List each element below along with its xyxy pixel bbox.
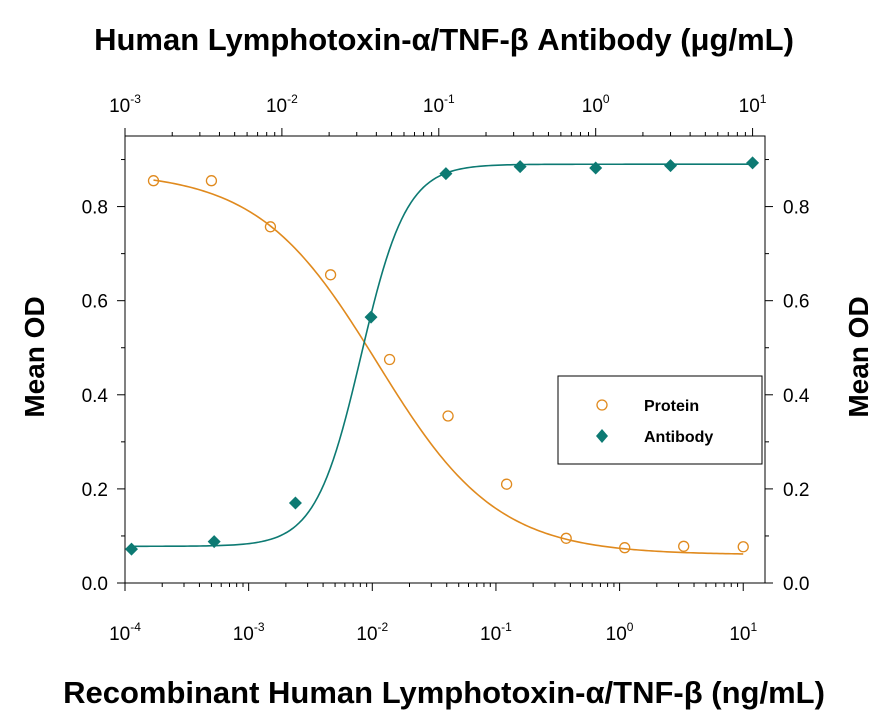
tick-label-exponent: 1 (760, 92, 767, 106)
antibody-point (288, 496, 302, 510)
tick-label-exponent: -1 (444, 92, 455, 106)
tick-label-exponent: 0 (603, 92, 610, 106)
antibody-point (207, 535, 221, 549)
tick-label-exponent: -2 (378, 620, 389, 634)
right-y-tick-label: 0.6 (783, 292, 809, 313)
tick-label-base: 10 (729, 624, 750, 645)
protein-point (560, 532, 572, 544)
top-x-tick-label: 10-2 (266, 92, 298, 117)
protein-point (147, 175, 160, 187)
tick-label-base: 10 (480, 624, 501, 645)
antibody-point (439, 167, 453, 181)
tick-label-exponent: -2 (287, 92, 298, 106)
right-y-tick-label: 0.2 (783, 480, 809, 501)
legend: Protein Antibody (557, 375, 763, 465)
protein-point (205, 175, 218, 187)
top-x-tick-label: 10-3 (109, 92, 141, 117)
bottom-x-tick-label: 10-1 (480, 620, 512, 645)
left-y-tick-label: 0.8 (82, 198, 108, 219)
protein-point (383, 353, 396, 366)
bottom-x-tick-label: 10-3 (233, 620, 265, 645)
protein-point (442, 410, 454, 422)
bottom-x-tick-label: 100 (606, 620, 634, 645)
left-y-tick-label: 0.4 (82, 386, 109, 407)
tick-label-base: 10 (739, 96, 760, 117)
right-y-tick-label: 0.8 (783, 198, 809, 219)
antibody-fit-curve (131, 163, 753, 548)
protein-point (264, 221, 277, 233)
legend-antibody-marker (596, 429, 608, 443)
data-points (124, 156, 760, 556)
legend-protein-label: Protein (644, 398, 699, 415)
tick-label-base: 10 (356, 624, 377, 645)
tick-label-base: 10 (109, 96, 130, 117)
antibody-point (513, 160, 527, 174)
tick-label-exponent: -3 (130, 92, 141, 106)
protein-point (737, 541, 749, 553)
legend-antibody-label: Antibody (644, 429, 713, 446)
fit-curves (131, 163, 753, 555)
protein-point (324, 269, 337, 281)
plot-frame (124, 135, 766, 584)
antibody-point (589, 161, 603, 175)
antibody-point (124, 542, 138, 556)
tick-label-exponent: 0 (627, 620, 634, 634)
bottom-x-tick-label: 10-2 (356, 620, 388, 645)
legend-box (557, 375, 763, 465)
protein-point (678, 540, 690, 552)
top-x-tick-label: 100 (582, 92, 610, 117)
tick-label-base: 10 (582, 96, 603, 117)
protein-point (619, 542, 631, 554)
top-axis-title: Human Lymphotoxin-α/TNF-β Antibody (μg/m… (94, 22, 794, 57)
antibody-point (664, 159, 678, 173)
antibody-point (364, 310, 378, 324)
tick-label-base: 10 (423, 96, 444, 117)
right-y-tick-label: 0.4 (783, 386, 810, 407)
tick-label-exponent: -1 (501, 620, 512, 634)
tick-label-exponent: -4 (130, 620, 141, 634)
right-y-tick-label: 0.0 (783, 574, 809, 595)
tick-label-base: 10 (266, 96, 287, 117)
protein-point (500, 478, 513, 490)
top-x-tick-label: 101 (739, 92, 767, 117)
protein-fit-curve (153, 179, 744, 555)
right-y-axis-title: Mean OD (843, 296, 874, 417)
antibody-point (746, 156, 760, 170)
left-y-tick-label: 0.2 (82, 480, 108, 501)
tick-label-base: 10 (233, 624, 254, 645)
left-y-tick-label: 0.0 (82, 574, 108, 595)
bottom-x-tick-label: 101 (729, 620, 757, 645)
bottom-x-tick-label: 10-4 (109, 620, 141, 645)
legend-protein-marker (596, 399, 608, 411)
left-y-axis-title: Mean OD (19, 296, 50, 417)
left-y-tick-label: 0.6 (82, 292, 108, 313)
tick-label-exponent: 1 (750, 620, 757, 634)
top-x-tick-label: 10-1 (423, 92, 455, 117)
tick-label-exponent: -3 (254, 620, 265, 634)
tick-label-base: 10 (606, 624, 627, 645)
tick-label-base: 10 (109, 624, 130, 645)
bottom-axis-title: Recombinant Human Lymphotoxin-α/TNF-β (n… (63, 675, 825, 710)
